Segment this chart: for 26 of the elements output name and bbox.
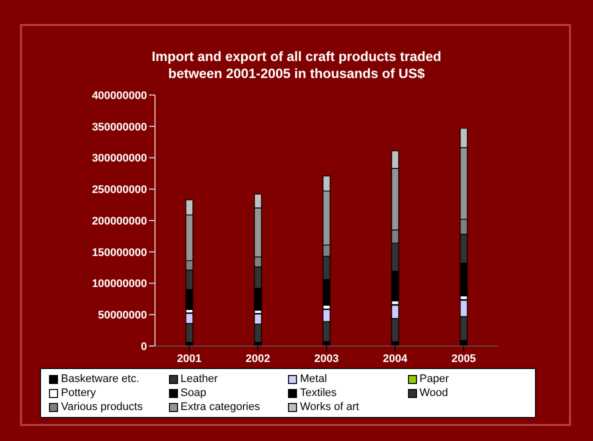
legend-label: Leather <box>180 373 218 385</box>
legend-label: Works of art <box>300 401 360 413</box>
legend-label: Metal <box>300 373 327 385</box>
legend-label: Wood <box>420 387 448 399</box>
y-tick-label: 400000000 <box>92 90 147 102</box>
x-tick-label: 2003 <box>314 352 339 365</box>
chart-title: Import and export of all craft products traded between 2001-2005 in thousands of US$ <box>150 48 442 82</box>
legend-label: Extra categories <box>180 401 260 413</box>
y-tick-label: 350000000 <box>92 121 147 134</box>
x-tick-label: 2001 <box>177 352 202 365</box>
y-tick-label: 200000000 <box>92 215 147 228</box>
y-tick-label: 150000000 <box>92 246 147 259</box>
legend-label: Various products <box>61 401 143 413</box>
x-tick-label: 2002 <box>246 352 270 365</box>
y-tick-label: 0 <box>140 340 147 353</box>
legend-label: Pottery <box>61 387 96 399</box>
legend-label: Soap <box>180 387 206 399</box>
y-tick-label: 300000000 <box>92 152 147 165</box>
y-tick-label: 250000000 <box>92 184 147 196</box>
x-tick-label: 2004 <box>382 352 408 365</box>
legend-label: Paper <box>420 373 449 385</box>
y-tick-label: 100000000 <box>92 278 147 290</box>
legend-label: Basketware etc. <box>61 373 140 385</box>
legend-label: Textiles <box>300 387 337 399</box>
y-tick-label: 50000000 <box>98 310 147 322</box>
x-tick-label: 2005 <box>451 352 476 365</box>
